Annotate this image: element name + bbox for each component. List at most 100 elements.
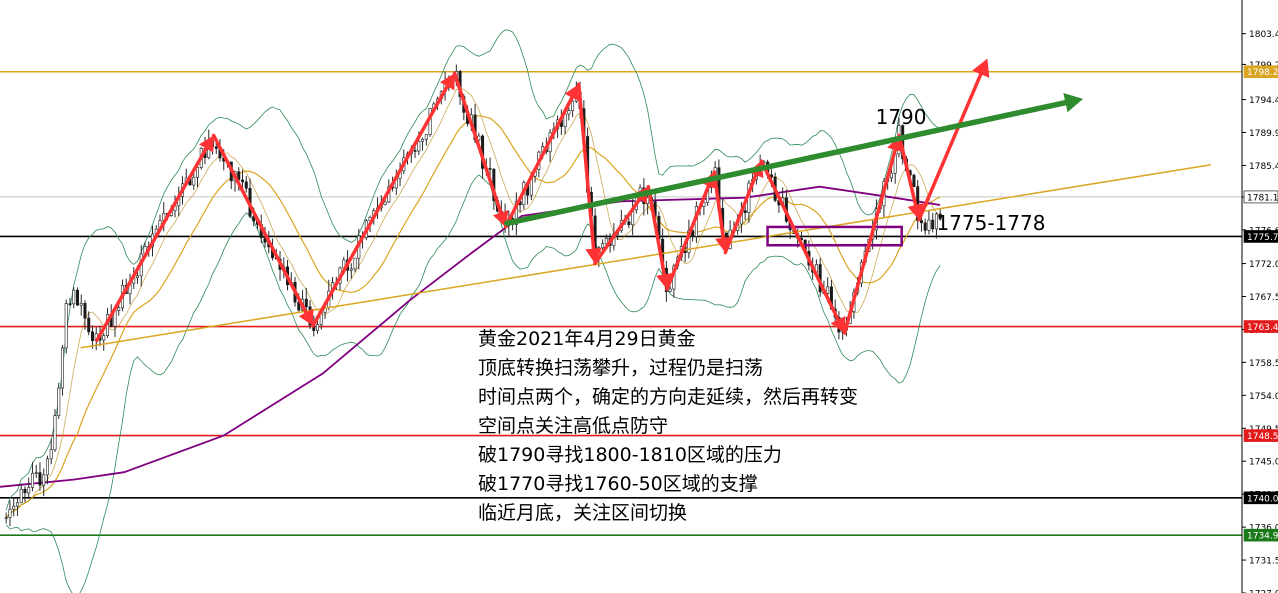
candle-body xyxy=(934,213,938,230)
candle-body xyxy=(83,303,87,319)
candle-body xyxy=(304,298,308,308)
candle-body xyxy=(60,347,64,389)
swing-arrow xyxy=(452,71,509,227)
candle-body xyxy=(931,219,935,230)
candle-body xyxy=(19,488,23,504)
candle-body xyxy=(79,303,83,306)
candle-body xyxy=(45,458,49,476)
candle-body xyxy=(4,517,8,519)
candle-body xyxy=(87,317,91,333)
candle xyxy=(927,209,931,235)
candle-body xyxy=(743,210,747,214)
candle-body xyxy=(353,257,357,270)
candle xyxy=(15,497,19,516)
candle xyxy=(45,455,49,485)
candle-body xyxy=(49,449,53,460)
swing-arrow xyxy=(95,135,214,343)
upper-band xyxy=(5,29,941,511)
candle-body xyxy=(927,219,931,231)
candle-body xyxy=(912,174,916,187)
swing-arrow-head xyxy=(585,247,602,264)
swing-arrow-head xyxy=(715,236,732,253)
candle-body xyxy=(117,307,121,311)
candle xyxy=(349,263,353,279)
swing-arrow-shaft xyxy=(712,170,726,241)
swing-arrow-head xyxy=(830,316,846,334)
price-tag: 1734.9 xyxy=(1243,528,1278,542)
price-tag: 1740.0 xyxy=(1243,491,1278,504)
candle xyxy=(64,299,68,354)
candle xyxy=(514,192,518,236)
consolidation-box xyxy=(766,225,903,247)
candle xyxy=(27,477,31,498)
axis-tick-label: 1754.0 xyxy=(1249,392,1278,402)
candle xyxy=(244,176,248,193)
swing-arrow-head xyxy=(298,308,314,326)
candle-body xyxy=(23,488,27,494)
candle-body xyxy=(68,303,72,305)
candle xyxy=(75,287,79,306)
candle-body xyxy=(514,200,518,225)
candle xyxy=(19,483,23,504)
swing-arrow-shaft xyxy=(593,196,643,266)
candle-body xyxy=(668,288,672,292)
swing-arrow-shaft xyxy=(665,182,711,291)
axis-tick-label: 1736.0 xyxy=(1249,524,1278,534)
ma-line xyxy=(5,114,941,519)
swing-arrow-shaft xyxy=(311,83,450,328)
swing-arrow-shaft xyxy=(452,71,503,216)
swing-arrow xyxy=(577,82,602,264)
candle xyxy=(53,409,57,452)
trend-arrow-shaft xyxy=(503,99,1070,227)
candle xyxy=(421,137,425,151)
candle xyxy=(353,257,357,273)
candle-body xyxy=(919,220,923,224)
candle-body xyxy=(826,286,830,294)
candle xyxy=(931,212,935,233)
swing-arrow-head xyxy=(440,73,455,91)
price-tag: 1781.1 xyxy=(1243,190,1278,203)
candle-body xyxy=(8,508,12,518)
indicator-lines xyxy=(0,29,941,593)
projection-arrow xyxy=(917,58,990,222)
axis-tick-label: 1767.5 xyxy=(1249,293,1278,303)
candle xyxy=(571,98,575,118)
candle xyxy=(304,287,308,313)
axis-tick-label: 1758.5 xyxy=(1249,359,1278,369)
price-tag-label: 1734.9 xyxy=(1247,532,1278,542)
candle-body xyxy=(627,221,631,226)
candle xyxy=(72,287,76,309)
swing-arrow xyxy=(897,133,924,220)
candle-body xyxy=(64,303,68,349)
candle xyxy=(49,438,53,465)
candle-body xyxy=(383,201,387,205)
price-tag: 1798.2 xyxy=(1243,65,1278,78)
candle-body xyxy=(34,472,38,474)
support-trendline xyxy=(80,163,1212,349)
swing-arrow-shaft xyxy=(577,82,596,252)
candle-body xyxy=(604,237,608,245)
swing-arrow-head xyxy=(564,84,580,102)
candle-body xyxy=(601,243,605,249)
candle-body xyxy=(349,268,353,271)
swing-arrow-head xyxy=(199,135,214,153)
candle-body xyxy=(571,100,575,111)
candle-body xyxy=(424,134,428,140)
candle-body xyxy=(691,230,695,237)
candle xyxy=(79,294,83,316)
axis-tick-label: 1727.0 xyxy=(1249,590,1278,593)
candle-body xyxy=(214,146,218,149)
price-tag-box xyxy=(1243,230,1278,243)
candle xyxy=(83,300,87,330)
candle-body xyxy=(252,215,256,222)
candle-body xyxy=(244,181,248,189)
axis-tick-label: 1785.4 xyxy=(1249,162,1278,172)
candle xyxy=(102,332,106,351)
candle xyxy=(57,382,61,419)
note-line-6: 破1770寻找1760-50区域的支撑 xyxy=(478,473,758,495)
swing-arrow-shaft xyxy=(842,146,898,335)
candle-body xyxy=(102,335,106,341)
candle xyxy=(90,325,94,349)
candle-body xyxy=(42,474,46,486)
candle xyxy=(192,172,196,190)
